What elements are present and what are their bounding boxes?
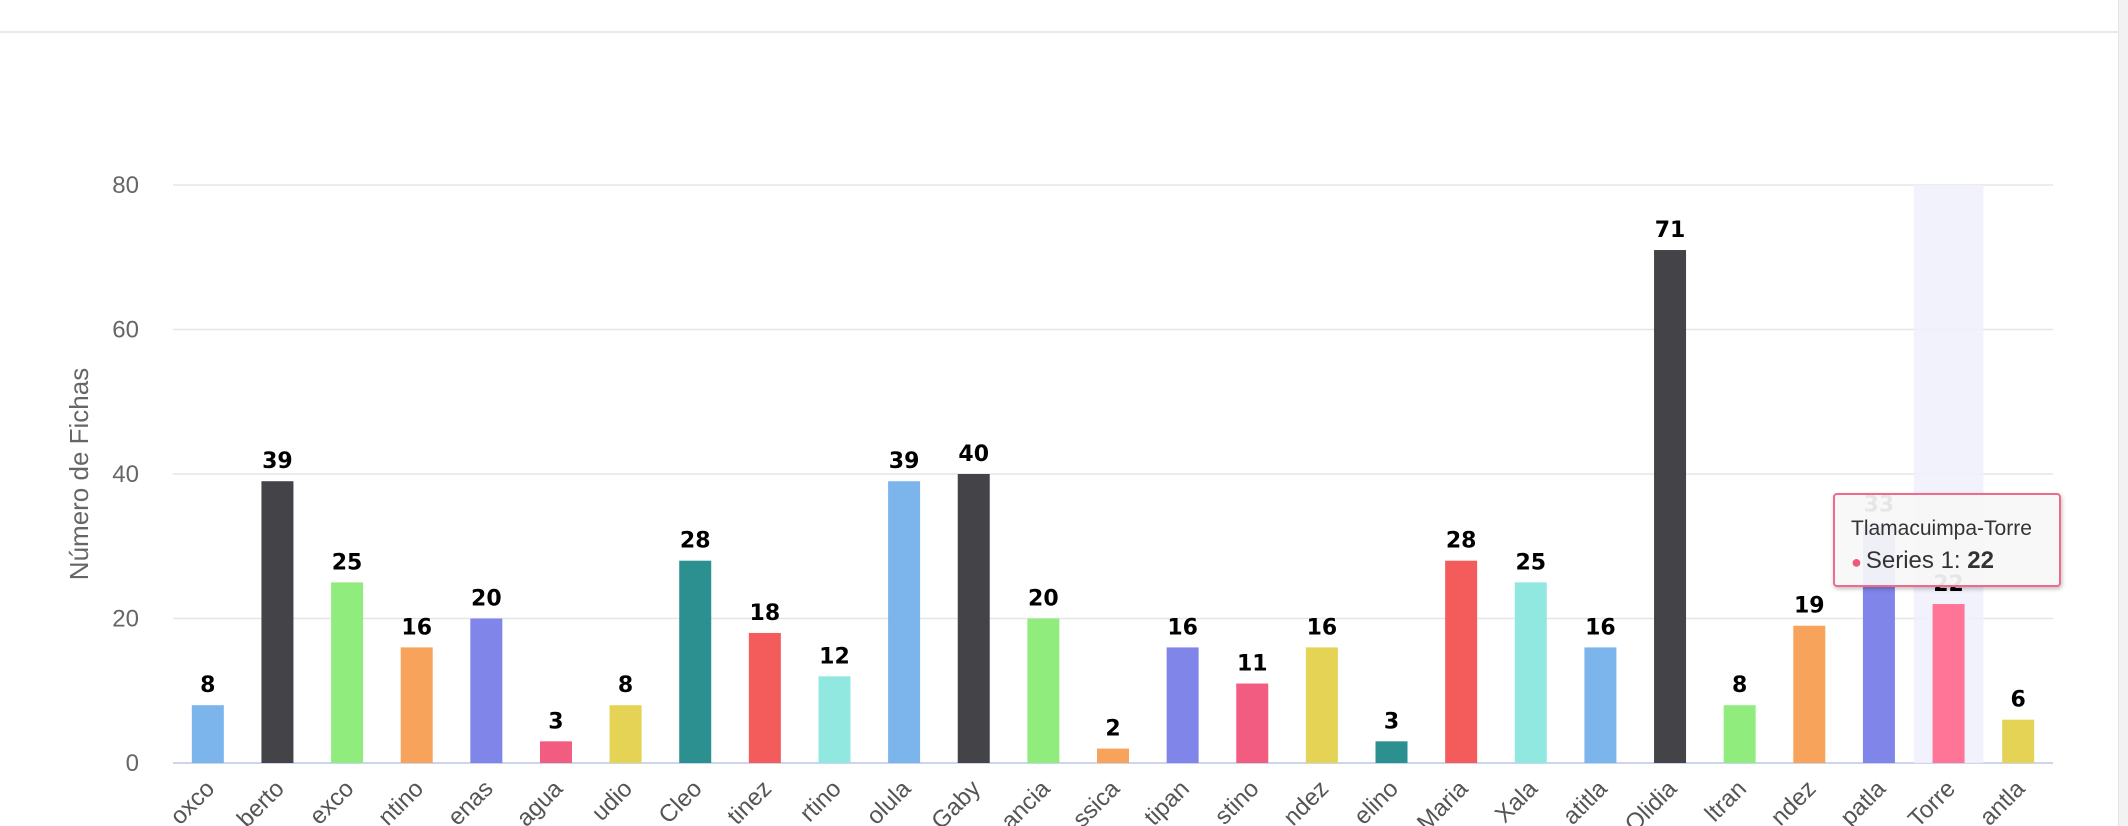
x-tick-label: ancia xyxy=(996,775,1056,826)
bar[interactable] xyxy=(470,618,503,764)
bar[interactable] xyxy=(261,481,294,763)
grid-lines xyxy=(173,184,2053,764)
bar[interactable] xyxy=(1305,647,1338,763)
x-tick-label: Cleo xyxy=(653,775,707,826)
data-label: 25 xyxy=(332,550,363,575)
data-label: 40 xyxy=(958,442,989,467)
x-tick-label: ndez xyxy=(1278,775,1334,826)
data-label: 16 xyxy=(1167,615,1198,640)
y-tick-label: 0 xyxy=(126,750,139,777)
data-label: 16 xyxy=(1585,615,1616,640)
x-tick-label: rtino xyxy=(795,775,847,826)
bar[interactable] xyxy=(1097,748,1129,763)
x-tick-label: berto xyxy=(232,775,290,826)
x-tick-label: olula xyxy=(861,775,916,826)
bar[interactable] xyxy=(679,560,712,763)
bar[interactable] xyxy=(1793,625,1826,763)
x-tick-label: Xala xyxy=(1490,775,1544,826)
data-label: 39 xyxy=(889,449,920,474)
x-tick-label: Gaby xyxy=(926,775,986,826)
data-label: 3 xyxy=(1384,709,1399,734)
data-label: 16 xyxy=(1307,615,1338,640)
series-dot-icon: ● xyxy=(1851,552,1862,572)
bar[interactable] xyxy=(1584,647,1617,763)
data-label: 6 xyxy=(2011,688,2026,713)
x-tick-label: antla xyxy=(1975,775,2031,826)
data-label: 28 xyxy=(680,529,711,554)
bar[interactable] xyxy=(609,705,642,763)
x-tick-label: elino xyxy=(1349,775,1404,826)
x-tick-label: patla xyxy=(1835,775,1891,826)
y-axis-ticks: 0 20 40 60 80 xyxy=(112,172,139,777)
x-tick-label: Torre xyxy=(1903,775,1961,826)
data-label: 18 xyxy=(750,601,781,626)
bar[interactable] xyxy=(748,632,781,763)
data-label: 2 xyxy=(1105,717,1120,742)
data-label: 20 xyxy=(471,587,502,612)
tooltip-row: ● Series 1: 22 xyxy=(1851,547,2059,576)
tooltip-value: 22 xyxy=(1967,547,1994,574)
data-label: 25 xyxy=(1515,550,1546,575)
x-tick-label: enas xyxy=(443,775,499,826)
data-label: 16 xyxy=(401,615,432,640)
data-label: 20 xyxy=(1028,587,1059,612)
y-axis-title: Número de Fichas xyxy=(64,368,94,580)
x-tick-label: oxco xyxy=(165,775,220,826)
bar[interactable] xyxy=(818,676,851,763)
scrollbar-track[interactable] xyxy=(2118,0,2128,826)
x-tick-label: ntino xyxy=(373,775,429,826)
bar[interactable] xyxy=(191,705,224,763)
tooltip: Tlamacuimpa-Torre ● Series 1: 22 xyxy=(1833,493,2061,587)
x-tick-label: udio xyxy=(587,775,638,826)
x-tick-label: ssica xyxy=(1067,775,1125,826)
bar[interactable] xyxy=(1166,647,1199,763)
bars xyxy=(191,250,2035,764)
x-tick-label: Maria xyxy=(1412,775,1474,826)
bar[interactable] xyxy=(1236,683,1269,763)
y-tick-label: 80 xyxy=(112,172,139,199)
data-label: 8 xyxy=(200,673,215,698)
data-label: 12 xyxy=(819,644,850,669)
x-tick-label: stino xyxy=(1210,775,1265,826)
x-tick-label: ltran xyxy=(1700,775,1752,826)
bar[interactable] xyxy=(1375,741,1408,763)
bar[interactable] xyxy=(888,481,921,763)
bar[interactable] xyxy=(1027,618,1060,764)
x-tick-label: atitla xyxy=(1558,775,1613,826)
bar[interactable] xyxy=(1654,250,1687,763)
y-tick-label: 20 xyxy=(112,606,139,633)
x-tick-label: agua xyxy=(511,775,568,826)
x-tick-label: tipan xyxy=(1139,775,1195,826)
bar[interactable] xyxy=(400,647,433,763)
bar[interactable] xyxy=(1723,705,1756,763)
tooltip-title: Tlamacuimpa-Torre xyxy=(1851,517,2032,540)
data-label: 8 xyxy=(1732,673,1747,698)
data-label: 3 xyxy=(548,709,563,734)
x-tick-label: tinez xyxy=(722,775,777,826)
x-tick-label: exco xyxy=(304,775,359,826)
data-label: 39 xyxy=(262,449,293,474)
x-tick-label: Olidia xyxy=(1620,775,1683,826)
bar[interactable] xyxy=(1932,604,1965,763)
y-tick-label: 60 xyxy=(112,317,139,344)
data-label: 11 xyxy=(1237,652,1268,677)
bar[interactable] xyxy=(957,474,990,763)
tooltip-series-label: Series 1: xyxy=(1865,547,1968,574)
y-tick-label: 40 xyxy=(112,461,139,488)
data-label: 8 xyxy=(618,673,633,698)
data-label: 28 xyxy=(1446,529,1477,554)
bar[interactable] xyxy=(1445,560,1478,763)
bar[interactable] xyxy=(331,582,364,763)
bar[interactable] xyxy=(1514,582,1547,763)
x-tick-label: ndez xyxy=(1766,775,1822,826)
panel-header-strip xyxy=(0,0,2118,33)
bar[interactable] xyxy=(2002,719,2035,763)
bar[interactable] xyxy=(539,741,572,763)
data-label: 71 xyxy=(1655,218,1686,243)
x-axis-labels: oxco berto exco ntino enas agua udio Cleo tinez r… xyxy=(165,775,2031,826)
data-label: 19 xyxy=(1794,594,1825,619)
